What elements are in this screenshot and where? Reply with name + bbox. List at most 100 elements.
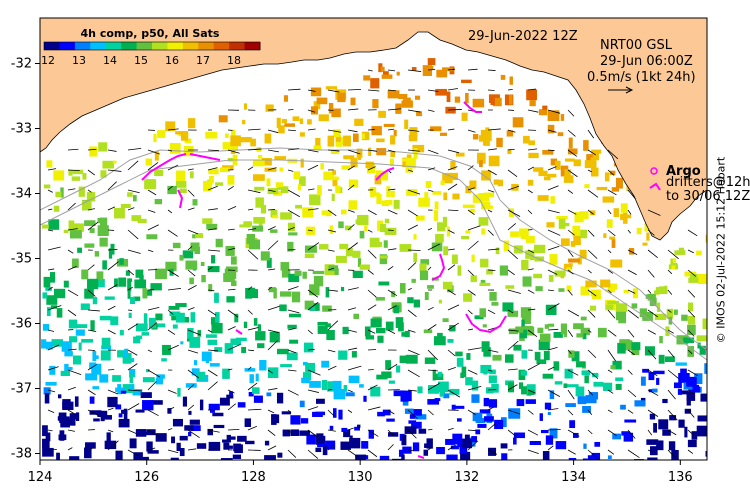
sst-patch [136,323,148,332]
sst-patch [59,416,70,423]
sst-patch [566,267,571,272]
sst-patch [378,110,386,118]
current-vector [307,449,319,459]
sst-patch [306,434,316,445]
sst-patch [369,237,380,248]
sst-patch [606,219,613,228]
sst-patch [390,135,396,145]
sst-patch [496,137,503,148]
sst-patch [255,373,259,382]
x-tick-label: 124 [28,470,53,485]
sst-patch [419,263,427,272]
current-vector [287,209,301,218]
sst-patch [398,322,404,332]
current-vector [167,269,179,277]
drifter-track [465,313,507,334]
current-vector [527,166,535,171]
current-vector [87,189,92,193]
current-vector [647,269,655,278]
sst-patch [510,231,519,238]
sst-patch [119,258,124,265]
sst-patch [119,329,124,336]
current-vector [207,381,218,391]
sst-patch [182,396,188,407]
current-vector [227,368,233,371]
sst-patch [102,260,107,270]
sst-patch [253,395,263,403]
current-vector [107,407,114,411]
sst-patch [466,353,471,360]
sst-patch [147,450,159,454]
current-vector [207,266,213,271]
sst-patch [330,149,339,154]
sst-patch [219,167,231,173]
current-vector [527,148,538,151]
current-vector [227,309,239,318]
sst-patch [77,247,82,253]
current-vector [527,289,535,294]
current-vector [447,229,455,234]
sst-patch [547,323,555,327]
current-vector [227,288,236,291]
sst-patch [380,223,387,233]
sst-patch [408,420,417,424]
current-vector [87,329,97,332]
sst-patch [276,392,284,404]
sst-patch [370,191,375,198]
sst-patch [485,127,490,132]
sst-patch [427,58,436,66]
current-vector [47,329,55,332]
sst-patch [277,348,289,355]
current-vector [107,305,116,311]
sst-patch [513,344,522,351]
sst-patch [443,192,448,201]
sst-patch [313,145,322,151]
sst-patch [387,90,400,99]
current-vector [227,403,236,411]
sst-patch [222,439,229,443]
current-vector [387,209,398,215]
sst-patch [481,202,491,210]
sst-patch [390,190,395,197]
sst-patch [577,396,587,405]
current-vector [447,444,456,451]
product-label: NRT00 GSL [600,38,673,53]
sst-patch [348,200,358,210]
sst-patch [179,448,185,457]
sst-patch [84,288,94,299]
sst-patch [457,265,462,276]
current-vector [367,209,377,216]
current-vector [167,288,182,291]
sst-patch [244,418,252,428]
sst-patch [484,138,490,146]
sst-patch [571,351,580,362]
current-vector [87,264,95,271]
sst-patch [97,217,104,224]
sst-patch [461,438,473,449]
sst-patch [526,384,536,395]
sst-patch [81,339,94,343]
sst-patch [558,288,565,292]
current-vector [67,169,80,172]
sst-patch [451,404,456,410]
sst-patch [659,336,663,344]
drifters-line1: drifters@12h [666,175,750,190]
current-vector [387,149,396,153]
sst-patch [96,271,104,281]
current-vector [387,128,395,131]
sst-patch [593,381,604,387]
sst-patch [412,144,425,153]
current-vector [347,347,358,351]
sst-patch [560,114,565,121]
sst-patch [64,363,69,372]
sst-patch [430,126,442,132]
sst-patch [452,433,463,445]
drifter-track [177,189,184,209]
sst-patch [483,397,489,407]
sst-patch [650,446,658,456]
current-vector [587,189,599,198]
current-vector [347,184,355,191]
current-vector [267,409,275,414]
sst-patch [677,388,682,395]
sst-patch [623,289,629,293]
